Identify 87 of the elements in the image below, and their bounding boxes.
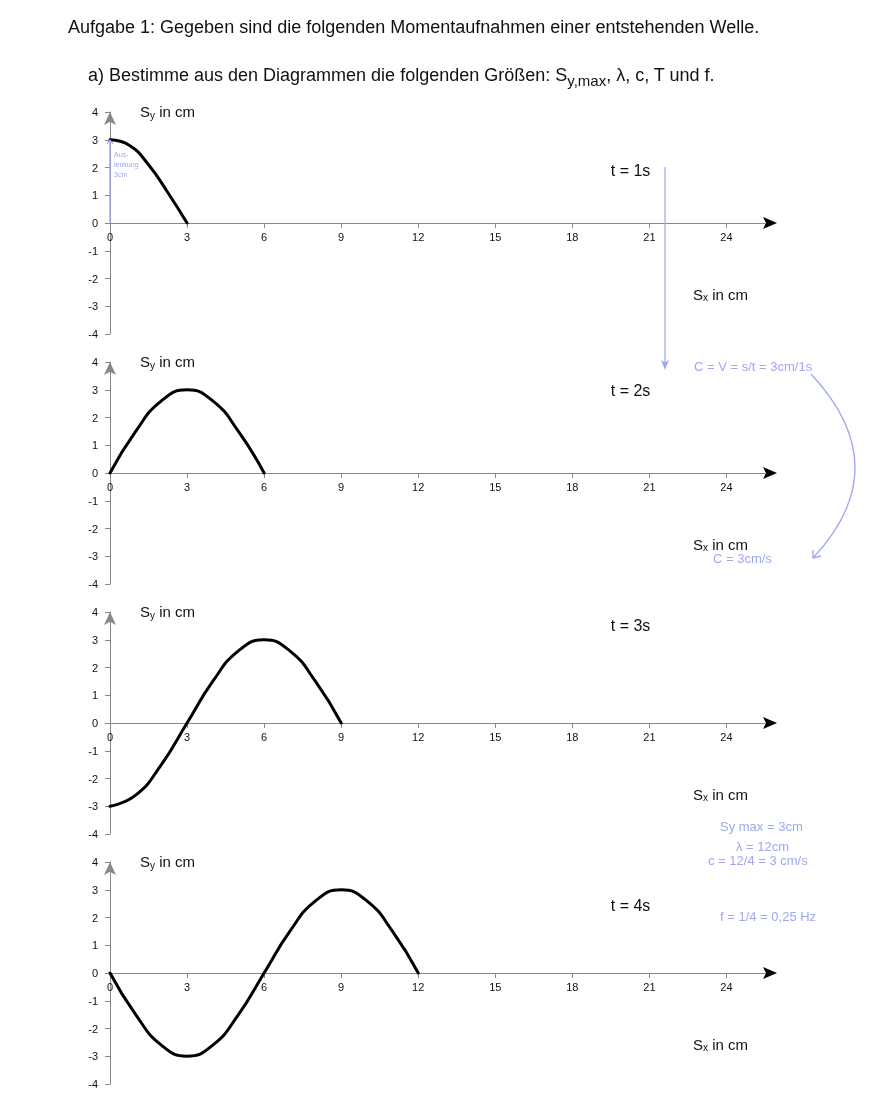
text: t = 4s xyxy=(610,896,651,914)
x-tick-label: 21 xyxy=(643,480,656,493)
x-tick-label: 9 xyxy=(338,730,345,743)
x-tick-label: 6 xyxy=(261,480,268,493)
y-tick-label: 0 xyxy=(91,467,98,479)
y-tick-label: 3 xyxy=(91,133,98,146)
annotation: c = 12/4 = 3 cm/s xyxy=(708,852,809,869)
line-series xyxy=(108,138,189,225)
x-tick-label: 3 xyxy=(184,730,191,743)
text: λ = 12cm xyxy=(736,838,791,855)
y-tick-label: 1 xyxy=(91,689,98,702)
line-series xyxy=(108,388,266,475)
y-tick-label: -1 xyxy=(88,994,98,1007)
x-tick-label: 24 xyxy=(720,980,733,993)
y-tick-label: 2 xyxy=(91,161,98,174)
x-tick-label: 3 xyxy=(184,980,191,993)
y-tick-label: 1 xyxy=(91,439,98,452)
x-tick-label: 0 xyxy=(106,730,114,743)
x-tick-label: 21 xyxy=(643,730,656,743)
y-tick-label: -3 xyxy=(88,300,98,313)
x-tick-label: 0 xyxy=(106,230,114,243)
x-tick-label: 0 xyxy=(106,480,114,493)
y-tick-label: 2 xyxy=(91,411,98,424)
x-tick-label: 15 xyxy=(489,480,502,493)
text: t = 1s xyxy=(610,161,651,179)
y-tick-label: -4 xyxy=(88,578,98,590)
annotation: C = V = s/t = 3cm/1s xyxy=(694,358,814,375)
y-tick-label: -1 xyxy=(88,494,98,507)
y-tick-label: -3 xyxy=(88,1050,98,1063)
x-tick-label: 6 xyxy=(261,980,268,993)
y-tick-label: 4 xyxy=(91,106,98,118)
y-tick-label: 3 xyxy=(91,633,98,646)
y-tick-label: 2 xyxy=(91,911,98,924)
line-series xyxy=(108,638,343,808)
x-tick-label: 18 xyxy=(566,980,579,993)
y-tick-label: -2 xyxy=(88,272,98,285)
x-tick-label: 24 xyxy=(720,730,733,743)
y-tick-label: -1 xyxy=(88,244,98,257)
y-tick-label: -3 xyxy=(88,800,98,813)
x-tick-label: 15 xyxy=(489,730,502,743)
y-tick-label: 2 xyxy=(91,661,98,674)
y-tick-label: -2 xyxy=(88,772,98,785)
x-tick-label: 15 xyxy=(489,230,502,243)
x-tick-label: 9 xyxy=(338,980,345,993)
y-tick-label: 0 xyxy=(91,217,98,229)
x-tick-label: 18 xyxy=(566,480,579,493)
y-tick-label: -4 xyxy=(88,328,98,340)
x-tick-label: 12 xyxy=(412,480,425,493)
annotation: Sy max = 3cm xyxy=(720,818,804,835)
y-tick-label: 1 xyxy=(91,939,98,952)
x-tick-label: 15 xyxy=(489,980,502,993)
y-tick-label: 1 xyxy=(91,189,98,202)
y-tick-label: 0 xyxy=(91,967,98,979)
y-tick-label: 4 xyxy=(91,606,98,618)
chart-title: t = 3s xyxy=(610,616,651,634)
x-tick-label: 18 xyxy=(566,730,579,743)
x-tick-label: 24 xyxy=(720,230,733,243)
x-tick-label: 6 xyxy=(261,230,268,243)
x-tick-label: 12 xyxy=(412,230,425,243)
x-tick-label: 6 xyxy=(261,730,268,743)
text: Aufgabe 1: Gegeben sind die folgenden Momentaufnahmen einer entstehenden Welle. xyxy=(68,16,761,38)
x-tick-label: 0 xyxy=(106,980,114,993)
annotation: f = 1/4 = 0,25 Hz xyxy=(720,908,818,925)
y-tick-label: -4 xyxy=(88,828,98,840)
y-tick-label: -2 xyxy=(88,1022,98,1035)
y-tick-label: -2 xyxy=(88,522,98,535)
text: t = 2s xyxy=(610,381,651,399)
x-tick-label: 18 xyxy=(566,230,579,243)
y-tick-label: 3 xyxy=(91,883,98,896)
text: a) Bestimme aus den Diagrammen die folgenden Größen: S$_{y,max}$, λ, c, T und f. xyxy=(88,64,716,91)
y-tick-label: 4 xyxy=(91,356,98,368)
x-tick-label: 24 xyxy=(720,480,733,493)
x-tick-label: 9 xyxy=(338,230,345,243)
x-tick-label: 12 xyxy=(412,730,425,743)
x-tick-label: 3 xyxy=(184,230,191,243)
x-tick-label: 21 xyxy=(643,230,656,243)
x-tick-label: 21 xyxy=(643,980,656,993)
y-tick-label: -1 xyxy=(88,744,98,757)
y-tick-label: 0 xyxy=(91,717,98,729)
y-tick-label: -3 xyxy=(88,550,98,563)
annotation: C = 3cm/s xyxy=(713,550,773,567)
y-tick-label: -4 xyxy=(88,1078,98,1090)
x-tick-label: 9 xyxy=(338,480,345,493)
y-tick-label: 3 xyxy=(91,383,98,396)
x-tick-label: 12 xyxy=(412,980,425,993)
y-tick-label: 4 xyxy=(91,856,98,868)
x-tick-label: 3 xyxy=(184,480,191,493)
